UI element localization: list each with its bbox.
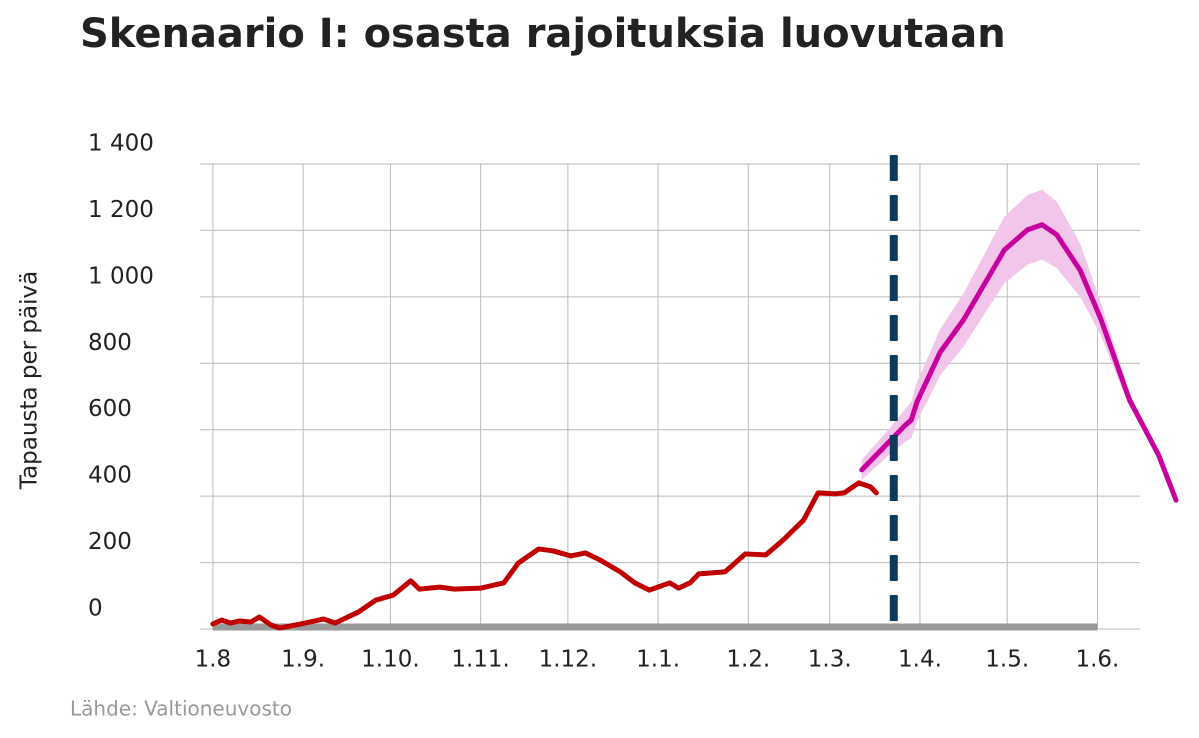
x-tick-label: 1.11. — [451, 647, 510, 673]
x-tick-label: 1.8 — [195, 647, 232, 673]
data-line — [210, 480, 879, 631]
y-tick-label: 1 200 — [88, 197, 154, 223]
y-axis-label: Tapausta per päivä — [17, 271, 43, 490]
x-tick-label: 1.4. — [898, 647, 942, 673]
chart-title: Skenaario I: osasta rajoituksia luovutaa… — [80, 11, 1006, 57]
y-tick-label: 0 — [88, 596, 103, 622]
x-tick-label: 1.1. — [636, 647, 680, 673]
x-tick-label: 1.6. — [1075, 647, 1119, 673]
data-line — [859, 222, 1179, 503]
x-tick-label: 1.5. — [985, 647, 1029, 673]
y-tick-label: 600 — [88, 396, 132, 422]
x-tick-label: 1.9. — [281, 647, 325, 673]
y-tick-label: 800 — [88, 330, 132, 356]
confidence-band — [861, 189, 1176, 501]
y-tick-label: 1 000 — [88, 263, 154, 289]
y-tick-label: 400 — [88, 463, 132, 489]
x-tick-label: 1.10. — [361, 647, 420, 673]
y-tick-label: 200 — [88, 529, 132, 555]
y-tick-label: 1 400 — [88, 131, 154, 157]
source: Lähde: Valtioneuvosto — [70, 697, 292, 721]
x-tick-label: 1.2. — [726, 647, 770, 673]
x-tick-label: 1.3. — [808, 647, 852, 673]
x-tick-label: 1.12. — [539, 647, 598, 673]
